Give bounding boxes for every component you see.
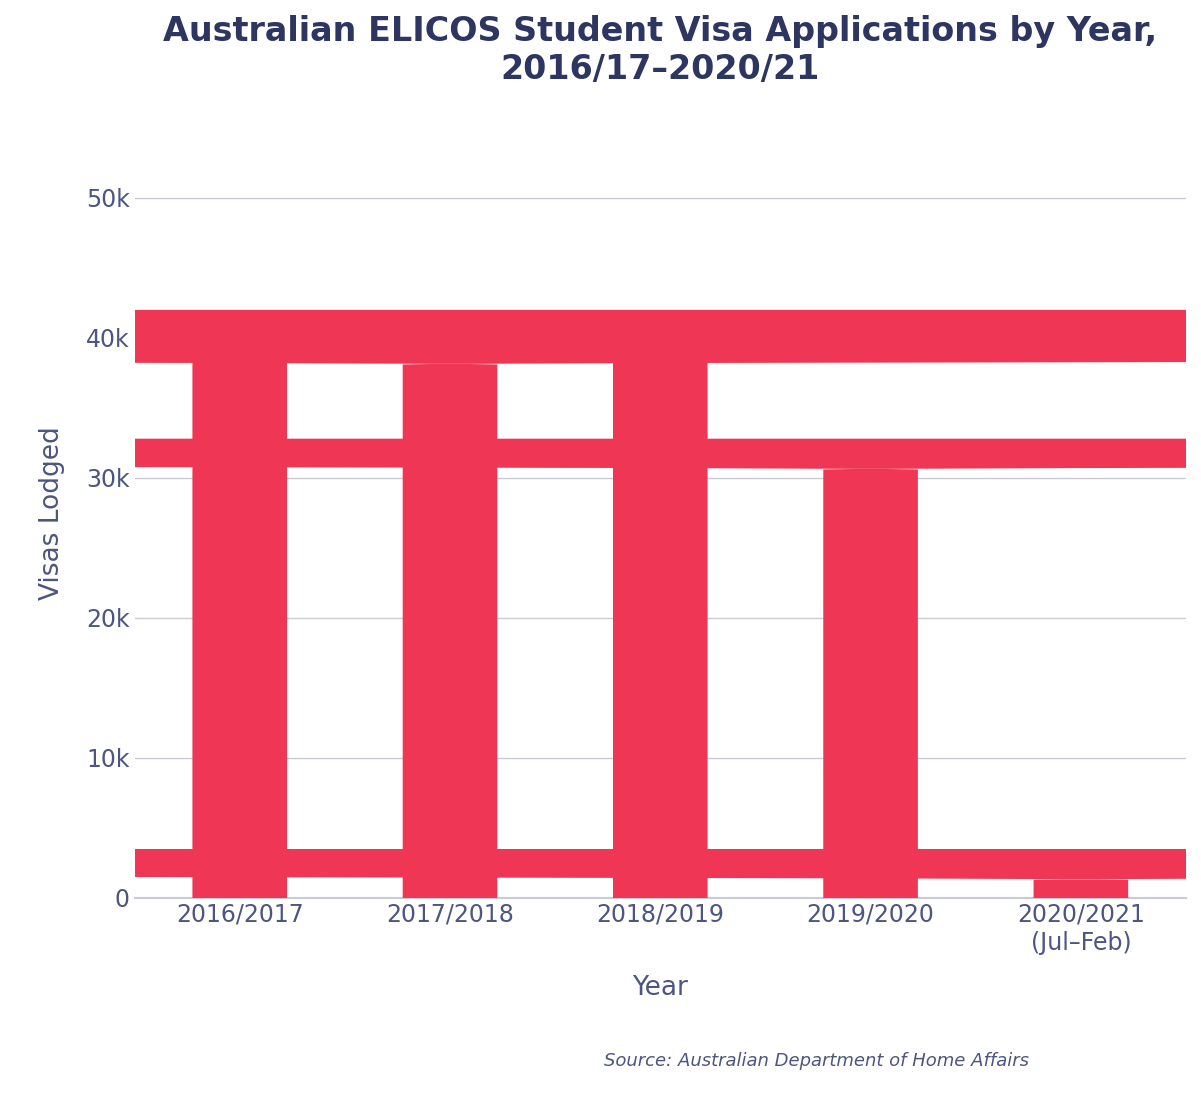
FancyBboxPatch shape [0, 849, 1201, 929]
FancyBboxPatch shape [0, 309, 1201, 929]
X-axis label: Year: Year [633, 975, 688, 1001]
Text: Source: Australian Department of Home Affairs: Source: Australian Department of Home Af… [604, 1051, 1029, 1070]
FancyBboxPatch shape [0, 438, 1201, 929]
Y-axis label: Visas Lodged: Visas Lodged [38, 426, 65, 600]
FancyBboxPatch shape [0, 324, 1201, 929]
Title: Australian ELICOS Student Visa Applications by Year,
2016/17–2020/21: Australian ELICOS Student Visa Applicati… [163, 15, 1158, 86]
FancyBboxPatch shape [0, 333, 1201, 929]
